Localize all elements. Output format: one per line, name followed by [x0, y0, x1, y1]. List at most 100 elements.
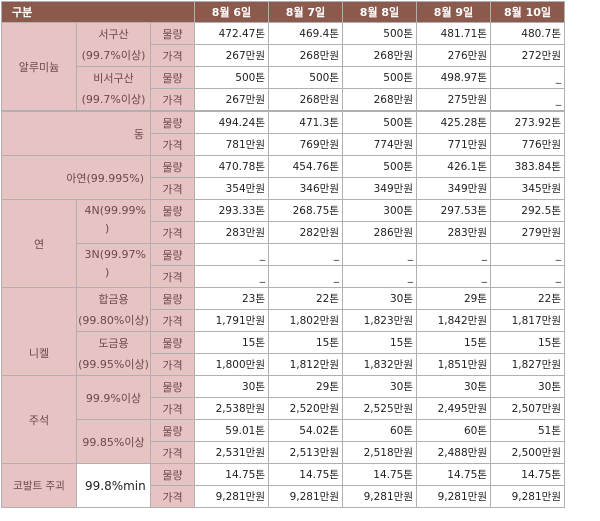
- header-row: 구분 8월 6일 8월 7일 8월 8일 8월 9일 8월 10일: [1, 1, 565, 23]
- value-cell: 272만원: [490, 44, 565, 67]
- table-row: (99.7%이상) 가격 267만원 268만원 268만원 276만원 272…: [2, 44, 565, 67]
- table-row: 가격 9,281만원 9,281만원 9,281만원 9,281만원 9,281…: [2, 485, 565, 508]
- value-cell: 14.75톤: [416, 463, 491, 486]
- unit-label: 가격: [150, 353, 195, 376]
- value-cell: 282만원: [268, 221, 343, 244]
- value-cell: 276만원: [416, 44, 491, 67]
- value-cell: 354만원: [194, 177, 269, 200]
- value-cell: 494.24톤: [194, 111, 269, 134]
- value-cell: 1,802만원: [268, 309, 343, 332]
- sub-name: 비서구산: [76, 66, 151, 89]
- value-cell: 1,827만원: [490, 353, 565, 376]
- table-row: 가격 781만원 769만원 774만원 771만원 776만원: [2, 133, 565, 156]
- value-cell: 15톤: [490, 331, 565, 354]
- value-cell: 1,851만원: [416, 353, 491, 376]
- value-cell: _: [416, 265, 491, 288]
- value-cell: 268만원: [342, 44, 417, 67]
- price-table-cont: 동 물량 494.24톤 471.3톤 500톤 425.28톤 273.92톤…: [1, 111, 565, 508]
- value-cell: 14.75톤: [268, 463, 343, 486]
- value-cell: 297.53톤: [416, 199, 491, 222]
- unit-label: 가격: [150, 397, 195, 420]
- table-row: 알루미늄 서구산 물량 472.47톤 469.4톤 500톤 481.71톤 …: [1, 22, 565, 111]
- value-cell: 345만원: [490, 177, 565, 200]
- value-cell: 279만원: [490, 221, 565, 244]
- value-cell: _: [490, 265, 565, 288]
- header-date: 8월 9일: [416, 1, 491, 23]
- sub-spec: (99.7%이상): [76, 44, 151, 67]
- value-cell: 2,531만원: [194, 441, 269, 464]
- value-cell: 425.28톤: [416, 111, 491, 134]
- unit-label: 가격: [150, 221, 195, 244]
- value-cell: 22톤: [268, 287, 343, 310]
- value-cell: 1,800만원: [194, 353, 269, 376]
- value-cell: _: [194, 265, 269, 288]
- value-cell: 286만원: [342, 221, 417, 244]
- table-row: (99.80%이상) 가격 1,791만원 1,802만원 1,823만원 1,…: [2, 309, 565, 332]
- header-date: 8월 10일: [490, 1, 565, 23]
- value-cell: 283만원: [194, 221, 269, 244]
- table-row: 3N(99.97% 물량 _ _ _ _ _: [2, 243, 565, 266]
- header-category: 구분: [1, 1, 195, 23]
- value-cell: 30톤: [194, 375, 269, 398]
- unit-label: 가격: [150, 441, 195, 464]
- header-date: 8월 8일: [342, 1, 417, 23]
- value-cell: 454.76톤: [268, 155, 343, 178]
- value-cell: 268.75톤: [268, 199, 343, 222]
- sub-spec: (99.7%이상): [76, 88, 151, 111]
- value-cell: 9,281만원: [342, 485, 417, 508]
- value-cell: 2,507만원: [490, 397, 565, 420]
- value-cell: 59.01톤: [194, 419, 269, 442]
- value-cell: 469.4톤: [268, 22, 343, 45]
- metal-label: 아연(99.995%): [1, 155, 151, 200]
- table-row: 연 4N(99.99% 물량 293.33톤 268.75톤 300톤 297.…: [1, 199, 565, 288]
- table-row: (99.7%이상) 가격 267만원 268만원 268만원 275만원 _: [2, 88, 565, 111]
- value-cell: _: [490, 243, 565, 266]
- metal-label: 니켈: [1, 287, 77, 376]
- value-cell: 500톤: [268, 66, 343, 89]
- table-row: ) 가격 _ _ _ _ _: [2, 265, 565, 288]
- sub-name: 99.9%이상: [76, 375, 151, 420]
- table-row: 코발트 주괴 99.8%min 물량 14.75톤 14.75톤 14.75톤 …: [1, 463, 565, 508]
- value-cell: 30톤: [416, 375, 491, 398]
- value-cell: 293.33톤: [194, 199, 269, 222]
- value-cell: 500톤: [342, 111, 417, 134]
- value-cell: 268만원: [268, 44, 343, 67]
- value-cell: 2,525만원: [342, 397, 417, 420]
- unit-label: 물량: [150, 66, 195, 89]
- value-cell: 1,812만원: [268, 353, 343, 376]
- table-row: 아연(99.995%) 물량 470.78톤 454.76톤 500톤 426.…: [1, 155, 565, 200]
- unit-label: 물량: [150, 22, 195, 45]
- value-cell: 15톤: [416, 331, 491, 354]
- value-cell: 60톤: [342, 419, 417, 442]
- value-cell: 471.3톤: [268, 111, 343, 134]
- unit-label: 물량: [150, 331, 195, 354]
- unit-label: 가격: [150, 265, 195, 288]
- sub-name: 합금용: [76, 287, 151, 310]
- unit-label: 가격: [150, 44, 195, 67]
- value-cell: 54.02톤: [268, 419, 343, 442]
- value-cell: _: [268, 265, 343, 288]
- value-cell: _: [416, 243, 491, 266]
- metal-label: 연: [1, 199, 77, 288]
- sub-name: 4N(99.99%: [76, 199, 151, 222]
- value-cell: 2,513만원: [268, 441, 343, 464]
- value-cell: 1,817만원: [490, 309, 565, 332]
- value-cell: 29톤: [268, 375, 343, 398]
- value-cell: 2,520만원: [268, 397, 343, 420]
- value-cell: 14.75톤: [490, 463, 565, 486]
- value-cell: 472.47톤: [194, 22, 269, 45]
- metal-label: 코발트 주괴: [1, 463, 77, 508]
- value-cell: 2,518만원: [342, 441, 417, 464]
- value-cell: _: [490, 88, 565, 111]
- value-cell: 30톤: [342, 287, 417, 310]
- unit-label: 가격: [150, 485, 195, 508]
- value-cell: 267만원: [194, 88, 269, 111]
- table-row: ) 가격 283만원 282만원 286만원 283만원 279만원: [2, 221, 565, 244]
- metal-label: 주석: [1, 375, 77, 464]
- value-cell: 349만원: [342, 177, 417, 200]
- value-cell: 15톤: [194, 331, 269, 354]
- value-cell: 349만원: [416, 177, 491, 200]
- value-cell: 781만원: [194, 133, 269, 156]
- table-row: 니켈 합금용 물량 23톤 22톤 30톤 29톤 22톤: [1, 287, 565, 376]
- table-row: 도금용 물량 15톤 15톤 15톤 15톤 15톤: [2, 331, 565, 354]
